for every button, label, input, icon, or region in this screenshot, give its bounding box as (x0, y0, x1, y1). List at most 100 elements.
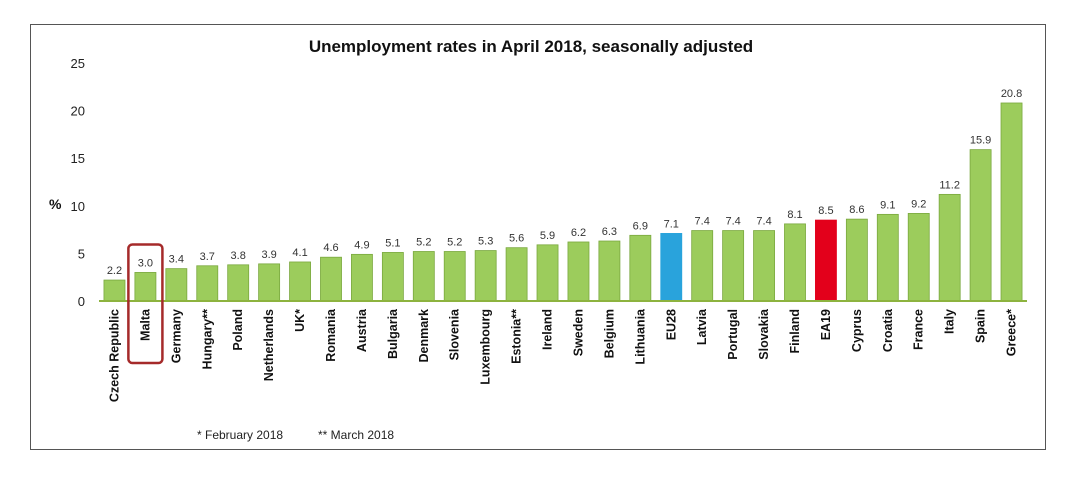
category-label: Italy (943, 309, 957, 334)
value-label: 8.5 (818, 205, 833, 217)
value-label: 8.6 (849, 204, 864, 216)
category-label: Malta (138, 308, 152, 341)
bars (103, 102, 1023, 302)
value-label: 5.6 (509, 233, 524, 245)
value-label: 8.1 (787, 209, 802, 221)
bar (815, 219, 837, 302)
bar (629, 234, 652, 302)
y-tick-label: 0 (78, 294, 85, 309)
bar (381, 252, 404, 302)
footnote-february: * February 2018 (197, 428, 283, 442)
category-labels: Czech Republic Malta Germany Hungary** Polan… (107, 308, 1018, 402)
value-label: 2.2 (107, 265, 122, 277)
chart-frame: Unemployment rates in April 2018, season… (30, 24, 1046, 450)
value-label: 6.9 (633, 220, 648, 232)
value-label: 3.8 (231, 250, 246, 262)
value-label: 3.4 (169, 254, 184, 266)
bar (443, 251, 466, 302)
category-label: EA19 (819, 309, 833, 340)
category-label: Germany (169, 309, 183, 363)
value-label: 9.1 (880, 199, 895, 211)
value-label: 3.0 (138, 257, 153, 269)
category-label: Hungary** (200, 309, 214, 370)
category-label: Finland (788, 309, 802, 353)
value-label: 6.2 (571, 227, 586, 239)
category-label: Cyprus (850, 309, 864, 352)
value-label: 3.7 (200, 251, 215, 263)
value-label: 5.2 (416, 236, 431, 248)
value-label: 3.9 (261, 249, 276, 261)
value-label: 4.1 (292, 247, 307, 259)
y-axis-ticks: 0 5 10 15 20 25 (71, 56, 85, 309)
bar (289, 261, 311, 302)
category-label: Croatia (881, 308, 895, 352)
value-label: 7.1 (664, 218, 679, 230)
bar (227, 264, 250, 302)
value-label: 5.9 (540, 230, 555, 242)
category-label: Estonia** (510, 309, 524, 364)
value-label: 7.4 (756, 216, 771, 228)
category-label: Denmark (417, 309, 431, 363)
bar (598, 240, 621, 302)
bar (258, 263, 281, 302)
bar (320, 256, 342, 302)
category-label: Slovenia (448, 308, 462, 360)
value-label: 6.3 (602, 226, 617, 238)
category-label: Ireland (541, 309, 555, 350)
highlight-box (127, 243, 164, 365)
value-label: 7.4 (695, 216, 710, 228)
y-tick-label: 25 (71, 56, 85, 71)
footnote-march: ** March 2018 (318, 428, 394, 442)
category-label: Lithuania (633, 308, 647, 365)
value-labels: 2.2 3.0 3.4 3.7 3.8 3.9 4.1 4.6 4.9 5.1 5.2 5.2 5.3 5… (107, 88, 1022, 277)
bar (876, 213, 899, 302)
y-tick-label: 15 (71, 151, 85, 166)
category-label: Greece* (1005, 309, 1019, 356)
category-label: UK* (293, 309, 307, 332)
value-label: 20.8 (1001, 88, 1022, 100)
chart-title: Unemployment rates in April 2018, season… (309, 37, 753, 56)
category-label: EU28 (664, 309, 678, 340)
category-label: Poland (231, 309, 245, 351)
value-label: 5.1 (385, 237, 400, 249)
category-label: Luxembourg (479, 309, 493, 385)
category-label: Netherlands (262, 309, 276, 381)
bar (907, 213, 930, 302)
bar (969, 149, 992, 302)
bar (660, 233, 683, 302)
bar (134, 272, 157, 302)
bar (351, 253, 373, 302)
bar (474, 250, 497, 302)
bar-chart: Unemployment rates in April 2018, season… (49, 37, 1027, 442)
value-label: 9.2 (911, 198, 926, 210)
value-label: 5.2 (447, 236, 462, 248)
bar (567, 241, 590, 302)
category-label: France (912, 309, 926, 350)
bar (103, 279, 126, 302)
category-label: Slovakia (757, 308, 771, 360)
bar (691, 230, 714, 302)
bar (784, 223, 806, 302)
bar (1000, 102, 1023, 302)
category-label: Belgium (602, 309, 616, 358)
bar (536, 244, 559, 302)
bar (196, 265, 219, 302)
bar (845, 218, 868, 302)
y-tick-label: 20 (71, 104, 85, 119)
category-label: Sweden (571, 309, 585, 356)
category-label: Spain (974, 309, 988, 343)
category-label: Latvia (695, 308, 709, 345)
category-label: Czech Republic (107, 309, 121, 402)
y-tick-label: 10 (71, 199, 85, 214)
bar (938, 193, 961, 302)
y-tick-label: 5 (78, 246, 85, 261)
value-label: 15.9 (970, 135, 991, 147)
value-label: 7.4 (725, 216, 740, 228)
category-label: Bulgaria (386, 308, 400, 359)
category-label: Romania (324, 308, 338, 362)
bar (722, 230, 745, 302)
value-label: 4.6 (323, 242, 338, 254)
category-label: Portugal (726, 309, 740, 360)
y-axis-label: % (49, 196, 62, 212)
bar (505, 247, 528, 302)
